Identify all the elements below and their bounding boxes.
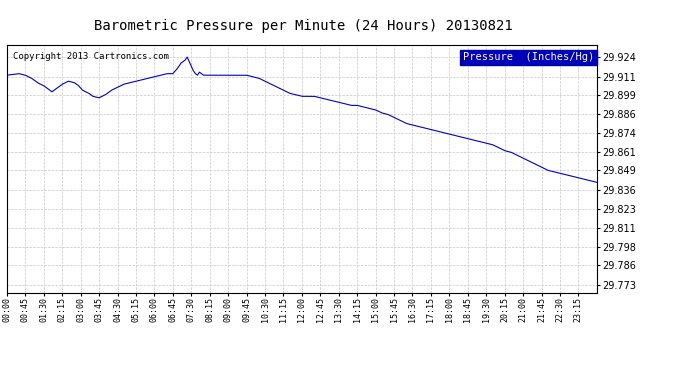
Text: Pressure  (Inches/Hg): Pressure (Inches/Hg): [463, 53, 594, 62]
Text: Copyright 2013 Cartronics.com: Copyright 2013 Cartronics.com: [13, 53, 168, 62]
Text: Barometric Pressure per Minute (24 Hours) 20130821: Barometric Pressure per Minute (24 Hours…: [95, 19, 513, 33]
